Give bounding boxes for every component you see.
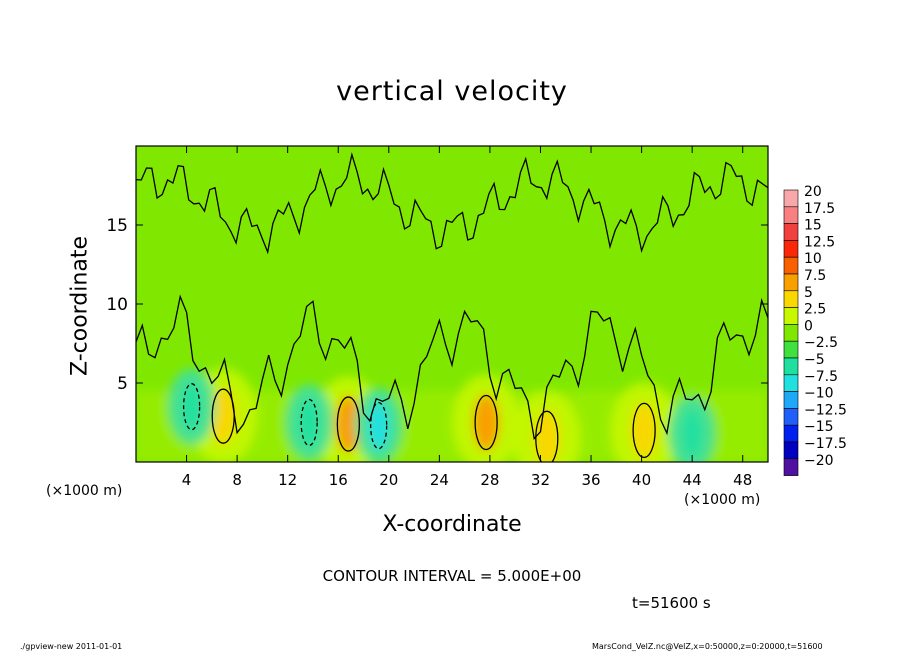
updraft-core bbox=[473, 394, 500, 451]
colorbar-swatch bbox=[783, 256, 799, 275]
colorbar-swatch bbox=[783, 441, 799, 460]
colorbar-swatch bbox=[783, 458, 799, 476]
colorbar-label: −10 bbox=[804, 386, 834, 402]
colorbar-swatch bbox=[783, 324, 799, 342]
updraft-contour bbox=[474, 394, 498, 451]
colorbar-swatch bbox=[783, 340, 799, 359]
x-tick-label: 4 bbox=[182, 471, 192, 489]
colorbar-label: 15 bbox=[804, 218, 822, 234]
y-tick-label: 15 bbox=[106, 216, 128, 236]
colorbar-label: −5 bbox=[804, 352, 825, 368]
x-axis-unit-left: (×1000 m) bbox=[46, 483, 123, 499]
colorbar-label: 10 bbox=[804, 251, 822, 267]
x-tick-label: 28 bbox=[480, 471, 499, 489]
colorbar-label: −15 bbox=[804, 419, 834, 435]
colorbar-label: −17.5 bbox=[804, 436, 847, 452]
colorbar-swatch bbox=[783, 408, 799, 426]
footer-source: MarsCond_VelZ.nc@VelZ,x=0:50000,z=0:2000… bbox=[592, 642, 823, 651]
colorbar-swatch bbox=[783, 357, 799, 376]
downdraft-core bbox=[682, 409, 703, 458]
y-tick-label: 10 bbox=[106, 295, 128, 315]
y-axis-label: Z-coordinate bbox=[67, 236, 93, 376]
chart-title: vertical velocity bbox=[336, 76, 568, 107]
colorbar-swatch bbox=[783, 273, 799, 292]
y-axis-ticks: 5 10 15 bbox=[106, 216, 768, 394]
downdraft-core bbox=[181, 382, 202, 431]
updraft-core bbox=[631, 402, 658, 459]
y-tick-label: 5 bbox=[117, 374, 128, 394]
downdraft-core bbox=[299, 398, 320, 447]
updraft-core bbox=[335, 396, 362, 453]
updraft-contour bbox=[211, 388, 235, 444]
time-label: t=51600 s bbox=[632, 594, 711, 612]
colorbar-label: −12.5 bbox=[804, 402, 847, 418]
x-tick-label: 36 bbox=[581, 471, 600, 489]
colorbar-label: −2.5 bbox=[804, 335, 838, 351]
colorbar-swatch bbox=[783, 189, 799, 208]
colorbar: 2017.51512.5107.552.50−2.5−5−7.5−10−12.5… bbox=[783, 184, 847, 476]
colorbar-swatch bbox=[783, 223, 799, 241]
updraft-contour bbox=[535, 410, 559, 462]
colorbar-swatch bbox=[783, 206, 799, 224]
colorbar-label: 12.5 bbox=[804, 234, 835, 250]
x-axis-unit-right: (×1000 m) bbox=[684, 492, 761, 508]
colorbar-label: −7.5 bbox=[804, 369, 838, 385]
downdraft-core bbox=[368, 401, 389, 450]
colorbar-label: 17.5 bbox=[804, 201, 835, 217]
x-tick-label: 16 bbox=[329, 471, 348, 489]
x-tick-label: 20 bbox=[379, 471, 398, 489]
colorbar-label: 0 bbox=[804, 318, 813, 334]
x-axis-label: X-coordinate bbox=[382, 512, 522, 537]
updraft-contour bbox=[336, 396, 361, 452]
colorbar-swatch bbox=[783, 290, 799, 308]
x-tick-label: 48 bbox=[733, 471, 752, 489]
colorbar-swatch bbox=[783, 374, 799, 392]
velocity-field bbox=[136, 368, 768, 462]
colorbar-label: 7.5 bbox=[804, 268, 826, 284]
zero-contour-upper bbox=[136, 152, 768, 255]
x-tick-label: 40 bbox=[632, 471, 651, 489]
downdraft-contour bbox=[300, 398, 318, 447]
contour-interval-label: CONTOUR INTERVAL = 5.000E+00 bbox=[322, 567, 582, 585]
plot-area bbox=[135, 145, 769, 463]
x-tick-label: 24 bbox=[430, 471, 449, 489]
colorbar-swatch bbox=[783, 307, 799, 325]
zero-contour-lower bbox=[136, 294, 768, 441]
colorbar-swatch bbox=[783, 391, 799, 409]
x-tick-label: 8 bbox=[232, 471, 242, 489]
updraft-contour bbox=[632, 402, 656, 459]
colorbar-swatch bbox=[783, 424, 799, 443]
x-tick-label: 44 bbox=[683, 471, 702, 489]
updraft-core bbox=[210, 388, 237, 445]
downdraft-contour bbox=[182, 383, 201, 431]
x-axis-ticks: 4 8 12 16 20 24 28 32 36 40 44 48 bbox=[182, 146, 752, 489]
footer-command: ./gpview-new 2011-01-01 bbox=[20, 642, 123, 651]
colorbar-label: −20 bbox=[804, 453, 834, 469]
colorbar-label: 5 bbox=[804, 285, 813, 301]
downdraft-contour bbox=[370, 402, 388, 450]
x-tick-label: 12 bbox=[278, 471, 297, 489]
x-tick-label: 32 bbox=[531, 471, 550, 489]
colorbar-label: 20 bbox=[804, 184, 822, 200]
colorbar-label: 2.5 bbox=[804, 302, 826, 318]
colorbar-swatch bbox=[783, 240, 799, 258]
updraft-core bbox=[533, 410, 560, 462]
contour-lines bbox=[136, 152, 768, 462]
